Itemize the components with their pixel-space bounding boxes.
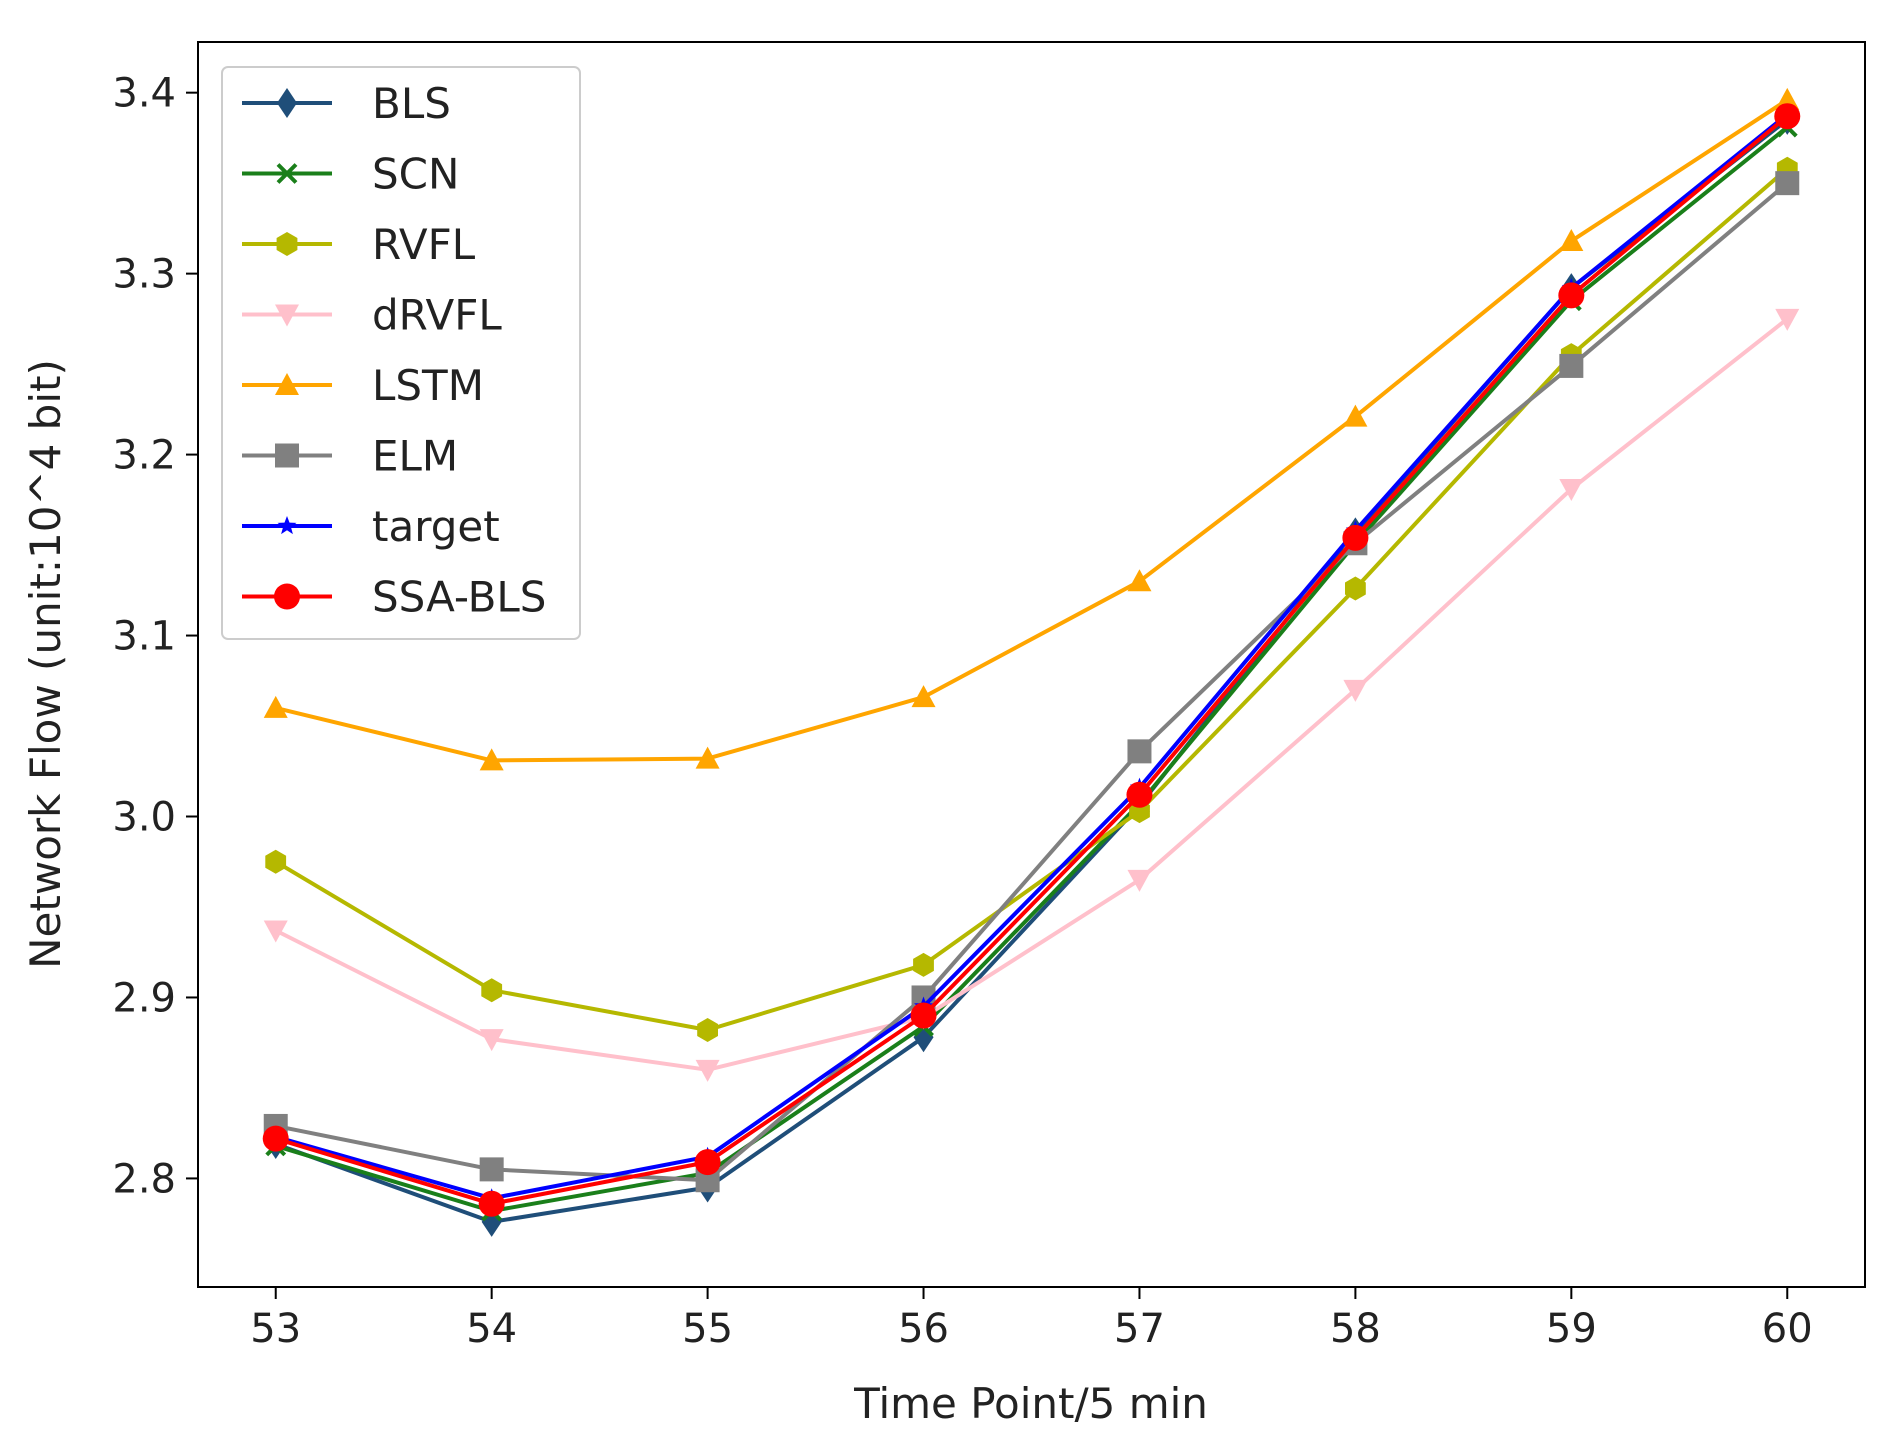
data-point-lstm — [263, 695, 288, 718]
legend-label: SCN — [372, 150, 459, 199]
data-point-lstm — [1127, 569, 1152, 592]
legend-label: RVFL — [372, 220, 476, 269]
data-point-lstm — [695, 746, 720, 769]
data-point-ssa-bls — [910, 1002, 937, 1029]
legend-marker — [276, 163, 298, 184]
y-tick-label: 2.9 — [112, 975, 176, 1021]
y-tick-label: 3.2 — [112, 433, 176, 479]
x-tick-label: 59 — [1546, 1306, 1597, 1352]
series-line-lstm — [275, 98, 1789, 763]
legend-label: ELM — [372, 432, 458, 481]
series-line-drvfl — [274, 317, 1789, 1072]
legend-item-target: target — [242, 502, 500, 551]
legend-marker — [277, 516, 297, 535]
legend-item-lstm: LSTM — [242, 361, 484, 410]
x-axis-label: Time Point/5 min — [853, 1379, 1208, 1428]
x-tick-label: 57 — [1114, 1306, 1165, 1352]
legend-item-elm: ELM — [242, 432, 458, 481]
x-tick-label: 55 — [682, 1306, 733, 1352]
x-tick-label: 56 — [898, 1306, 949, 1352]
legend-marker — [275, 443, 299, 468]
data-point-lstm — [911, 685, 936, 708]
legend-label: dRVFL — [372, 291, 502, 340]
data-point-drvfl — [1343, 679, 1368, 702]
series-lstm — [263, 87, 1800, 771]
x-tick-label: 58 — [1330, 1306, 1381, 1352]
series-layer — [262, 87, 1801, 1237]
legend-label: LSTM — [372, 361, 484, 410]
data-point-drvfl — [1559, 478, 1584, 501]
data-point-lstm — [1775, 87, 1800, 110]
y-tick-label: 3.4 — [112, 71, 176, 117]
series-line-ssa-bls — [275, 114, 1789, 1206]
legend-label: BLS — [372, 79, 451, 128]
legend-item-scn: SCN — [242, 150, 459, 199]
legend-marker — [275, 304, 299, 327]
data-point-elm — [1775, 171, 1800, 196]
data-point-elm — [1559, 353, 1584, 378]
legend-marker — [277, 88, 297, 118]
y-axis-label: Network Flow (unit:10^4 bit) — [21, 359, 70, 969]
data-point-elm — [1127, 739, 1152, 764]
series-line-scn — [275, 125, 1789, 1213]
series-line-elm — [275, 181, 1789, 1183]
legend-marker — [274, 583, 300, 610]
data-point-ssa-bls — [1126, 781, 1153, 808]
data-point-lstm — [479, 748, 504, 771]
data-point-elm — [479, 1157, 504, 1182]
legend-marker — [276, 232, 298, 256]
series-ssa-bls — [262, 103, 1801, 1217]
data-point-drvfl — [479, 1029, 504, 1052]
data-point-bls — [913, 1022, 934, 1053]
data-point-ssa-bls — [694, 1149, 721, 1176]
x-axis: 53 54 55 56 57 58 59 60 — [250, 1287, 1813, 1352]
legend-label: target — [372, 502, 500, 551]
x-tick-label: 54 — [466, 1306, 517, 1352]
legend-box — [221, 66, 581, 640]
data-point-rvfl — [1345, 576, 1366, 601]
data-point-drvfl — [695, 1059, 720, 1082]
series-line-target — [275, 112, 1789, 1201]
y-tick-label: 2.8 — [112, 1156, 176, 1202]
legend-item-rvfl: RVFL — [242, 220, 476, 269]
y-tick-label: 3.0 — [112, 795, 176, 841]
legend-item-bls: BLS — [242, 79, 451, 128]
data-point-rvfl — [913, 952, 934, 977]
data-point-ssa-bls — [1774, 103, 1801, 130]
legend-marker — [275, 373, 299, 395]
data-point-rvfl — [697, 1018, 718, 1042]
data-point-lstm — [1559, 229, 1584, 252]
y-tick-label: 3.1 — [112, 614, 176, 660]
data-point-rvfl — [265, 849, 287, 874]
data-point-drvfl — [1127, 869, 1152, 892]
y-tick-label: 3.3 — [112, 252, 176, 298]
data-point-rvfl — [481, 978, 503, 1003]
legend-item-drvfl: dRVFL — [242, 291, 502, 340]
legend: BLS SCN RVFL dRVFL LSTM ELM target SSA-BLS — [221, 66, 581, 640]
x-tick-label: 60 — [1762, 1306, 1813, 1352]
data-point-ssa-bls — [478, 1190, 505, 1217]
data-point-drvfl — [1775, 308, 1800, 331]
legend-label: SSA-BLS — [372, 573, 546, 622]
legend-item-ssa-bls: SSA-BLS — [242, 573, 546, 622]
data-point-ssa-bls — [1342, 524, 1369, 551]
x-tick-label: 53 — [250, 1306, 301, 1352]
y-axis: 2.8 2.9 3.0 3.1 3.2 3.3 3.4 — [112, 71, 198, 1202]
data-point-drvfl — [263, 920, 288, 943]
data-point-ssa-bls — [1558, 282, 1585, 309]
data-point-lstm — [1343, 404, 1368, 427]
data-point-ssa-bls — [262, 1125, 289, 1152]
